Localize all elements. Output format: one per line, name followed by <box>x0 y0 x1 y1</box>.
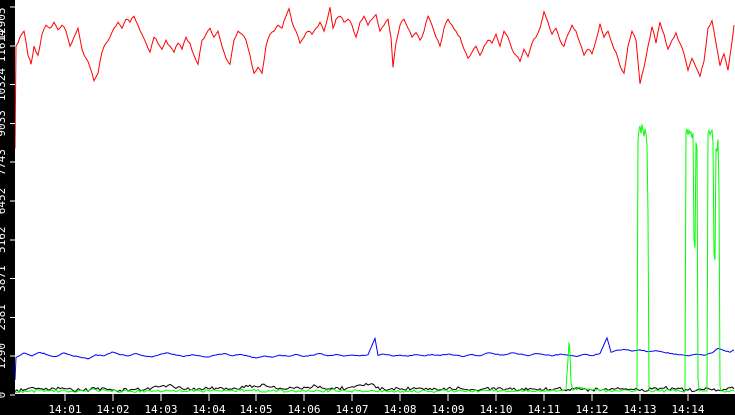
red-series-line <box>14 7 735 149</box>
y-tick-label: 6452 <box>0 188 8 215</box>
x-tick-label: 14:03 <box>144 403 177 415</box>
x-tick-label: 14:11 <box>527 403 560 415</box>
series-lines <box>14 7 735 394</box>
x-tick-label: 14:04 <box>192 403 225 415</box>
y-tick-label: 9033 <box>0 110 8 137</box>
y-axis-bar <box>0 0 15 415</box>
x-tick-label: 14:05 <box>239 403 272 415</box>
x-tick-label: 14:07 <box>335 403 368 415</box>
x-tick-label: 14:12 <box>575 403 608 415</box>
x-tick-label: 14:14 <box>671 403 704 415</box>
y-tick-label: 5162 <box>0 227 8 254</box>
green-series-line <box>14 124 735 394</box>
y-axis-labels: 0 1290 2581 3871 5162 6452 7743 9033 10324 116141… <box>0 7 8 398</box>
x-tick-label: 14:02 <box>96 403 129 415</box>
x-tick-label: 14:09 <box>431 403 464 415</box>
y-tick-label: 12905 <box>0 7 8 40</box>
x-axis-ticks <box>64 394 689 401</box>
x-tick-label: 14:01 <box>48 403 81 415</box>
x-axis-bar <box>0 394 735 415</box>
x-tick-label: 14:10 <box>479 403 512 415</box>
y-tick-label: 2581 <box>0 304 8 331</box>
x-tick-label: 14:08 <box>383 403 416 415</box>
blue-series-line <box>14 336 735 381</box>
x-axis-labels: 14:01 14:02 14:03 14:04 14:05 14:06 14:07 14:08… <box>48 403 704 415</box>
y-tick-label: 0 <box>0 392 8 399</box>
y-tick-label: 11614 <box>0 29 8 62</box>
x-tick-label: 14:06 <box>287 403 320 415</box>
y-tick-label: 3871 <box>0 265 8 292</box>
x-tick-label: 14:13 <box>623 403 656 415</box>
y-axis-ticks <box>10 6 15 396</box>
y-tick-label: 1290 <box>0 343 8 370</box>
black-series-line <box>14 382 735 393</box>
y-tick-label: 10324 <box>0 68 8 101</box>
y-tick-label: 7743 <box>0 149 8 176</box>
